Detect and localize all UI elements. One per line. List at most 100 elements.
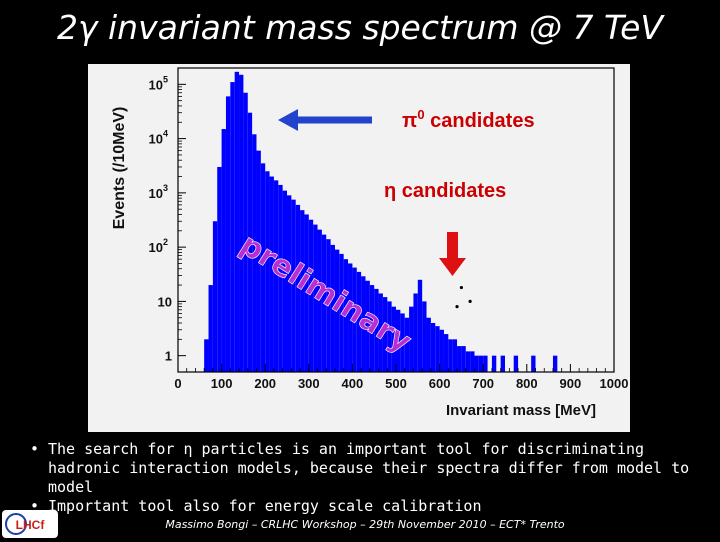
data-point: [459, 285, 463, 290]
histogram-bar: [260, 163, 266, 372]
y-tick-label: 105: [149, 74, 168, 92]
histogram-bar: [396, 309, 401, 372]
pi0-symbol: π: [402, 110, 417, 132]
histogram-bar: [443, 334, 449, 372]
histogram-bar: [426, 317, 431, 372]
histogram-bar: [278, 184, 283, 372]
x-tick-label: 0: [174, 376, 181, 391]
y-axis-label: Events (/10MeV): [111, 107, 128, 230]
y-tick-label: 104: [149, 129, 168, 147]
histogram-bar: [413, 293, 418, 372]
data-point: [455, 305, 459, 309]
histogram-bar: [465, 351, 471, 372]
x-tick-label: 700: [472, 376, 494, 391]
histogram-bar: [452, 339, 458, 372]
bullet-item: Important tool also for energy scale cal…: [30, 497, 710, 516]
histogram-bar: [339, 253, 344, 372]
bullet-item: The search for η particles is an importa…: [30, 440, 710, 497]
lhcf-logo-icon: LHCf: [5, 513, 45, 535]
histogram-bar: [531, 355, 536, 372]
histogram-bar: [483, 355, 488, 372]
x-tick-label: 800: [516, 376, 538, 391]
y-tick-label: 10: [158, 294, 172, 309]
histogram-bar: [300, 210, 305, 372]
histogram-bar: [435, 326, 440, 372]
histogram-bar: [252, 134, 257, 372]
histogram-bar: [391, 306, 396, 372]
x-tick-label: 900: [560, 376, 582, 391]
histogram-bar: [217, 166, 222, 372]
eta-arrow-shaft: [447, 232, 458, 258]
x-tick-label: 100: [211, 376, 233, 391]
histogram-bar: [457, 346, 462, 372]
eta-candidates-label: η candidates: [384, 180, 506, 202]
histogram-bar: [282, 190, 287, 372]
histogram-bar: [374, 288, 379, 372]
histogram-bar: [212, 221, 218, 372]
histogram-bar: [361, 276, 366, 372]
histogram-bar: [208, 285, 213, 372]
histogram-bar: [422, 301, 427, 372]
histogram-bar: [382, 297, 388, 372]
histogram-bar: [513, 355, 519, 372]
histogram-bar: [265, 171, 270, 372]
histogram-bar: [461, 346, 466, 372]
histogram-bar: [352, 267, 357, 372]
histogram-bar: [417, 279, 423, 372]
histogram-bar: [365, 280, 370, 372]
histogram-bar: [225, 96, 231, 373]
histogram-bar: [239, 74, 244, 372]
footer-credit: Massimo Bongi – CRLHC Workshop – 29th No…: [165, 518, 565, 531]
x-tick-label: 1000: [600, 376, 629, 391]
histogram-bar: [439, 329, 444, 372]
x-axis-label: Invariant mass [MeV]: [446, 402, 596, 419]
slide-title: 2γ invariant mass spectrum @ 7 TeV: [57, 8, 663, 47]
histogram-bar: [378, 293, 383, 372]
histogram-bar: [356, 271, 362, 372]
x-tick-label: 400: [342, 376, 364, 391]
histogram-bar: [247, 112, 253, 372]
histogram-bars: [204, 71, 558, 373]
histogram-bar: [269, 176, 274, 372]
histogram-bar: [400, 313, 405, 372]
histogram-bar: [326, 239, 331, 372]
histogram-bar: [308, 219, 314, 372]
histogram-bar: [343, 259, 349, 372]
histogram-bar: [256, 150, 261, 372]
tick-labels: 0 100 200 300 400 500 600 700 800 900 1000 1 10 102 10…: [149, 67, 629, 391]
histogram-bar: [243, 92, 248, 373]
spectrum-chart: 0 100 200 300 400 500 600 700 800 900 1000 1 10 102 10…: [111, 67, 629, 419]
histogram-bar: [295, 204, 301, 372]
histogram-bar: [291, 199, 296, 372]
lhcf-logo: LHCf: [2, 510, 58, 538]
pi0-arrow-icon: [278, 109, 298, 131]
histogram-bar: [491, 355, 497, 372]
histogram-bar: [500, 355, 505, 372]
histogram-bar: [387, 301, 392, 372]
histogram-bar: [369, 285, 375, 372]
x-tick-label: 500: [385, 376, 407, 391]
histogram-bar: [317, 229, 322, 372]
histogram-bar: [304, 214, 309, 372]
x-tick-label: 600: [429, 376, 451, 391]
histogram-bar: [474, 355, 479, 372]
spectrum-plot: 0 100 200 300 400 500 600 700 800 900 1000 1 10 102 10…: [88, 64, 630, 432]
histogram-bar: [273, 180, 279, 372]
histogram-bar: [470, 351, 475, 372]
histogram-bar: [430, 322, 436, 372]
y-tick-label: 1: [165, 349, 172, 364]
x-tick-label: 300: [298, 376, 320, 391]
data-point: [468, 299, 472, 303]
histogram-bar: [478, 355, 484, 372]
histogram-bar: [321, 234, 327, 372]
histogram-bar: [204, 339, 209, 372]
bullet-list: The search for η particles is an importa…: [30, 440, 710, 516]
pi0-superscript: 0: [417, 107, 424, 122]
y-tick-label: 103: [149, 183, 168, 201]
pi0-candidates-label: π0 candidates: [402, 107, 535, 132]
pi0-candidates-text: candidates: [425, 110, 535, 132]
histogram-bar: [348, 263, 353, 372]
histogram-bar: [230, 82, 235, 372]
y-tick-label: 102: [149, 237, 168, 255]
histogram-bar: [334, 249, 340, 372]
